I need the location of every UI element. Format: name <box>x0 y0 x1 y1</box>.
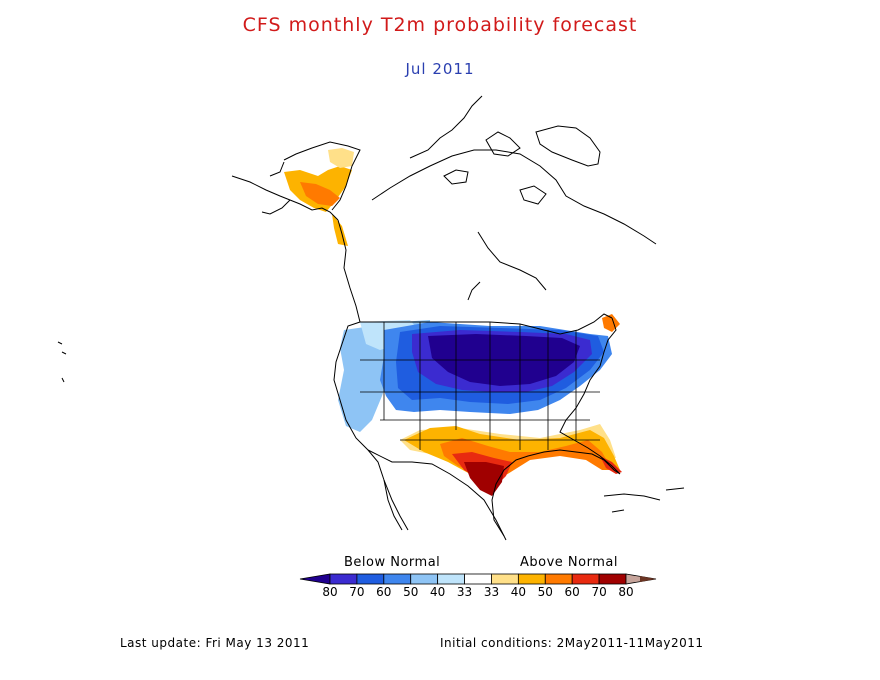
legend-above-normal-label: Above Normal <box>520 555 618 570</box>
legend-swatch-below_33 <box>437 573 465 585</box>
legend-tick: 50 <box>537 585 553 599</box>
legend-swatch-extreme <box>640 576 656 582</box>
probability-shading <box>284 148 622 496</box>
legend-tick: 40 <box>510 585 526 599</box>
legend-tick: 70 <box>591 585 607 599</box>
legend-tick: 60 <box>564 585 580 599</box>
mexico-outline <box>367 449 507 541</box>
legend-swatch-above_60 <box>571 573 600 585</box>
legend-tick: 33 <box>483 585 500 599</box>
legend-colorbar <box>299 573 657 585</box>
alaska-above-50 <box>300 182 340 206</box>
legend-tick: 70 <box>349 585 365 599</box>
legend-swatch-above_50 <box>544 573 573 585</box>
texas-above-70 <box>464 462 504 496</box>
legend-tick: 80 <box>618 585 634 599</box>
legend-swatch-below_80 <box>299 573 331 585</box>
legend-below-normal-label: Below Normal <box>344 555 441 570</box>
map-title: CFS monthly T2m probability forecast <box>242 14 638 36</box>
map-subtitle: Jul 2011 <box>405 60 475 78</box>
maine-above <box>602 314 620 332</box>
greenland-outline <box>535 125 601 167</box>
legend-swatch-below_40 <box>410 573 439 585</box>
alaska-outline <box>231 141 361 221</box>
legend-swatch-normal <box>464 573 492 585</box>
us-canada-border <box>360 313 613 335</box>
last-update-text: Last update: Fri May 13 2011 <box>120 636 310 650</box>
state-lines <box>360 322 600 450</box>
legend-tick: 40 <box>429 585 446 599</box>
legend-tick: 60 <box>376 585 392 599</box>
initial-conditions-text: Initial conditions: 2May2011-11May2011 <box>440 636 704 650</box>
caribbean-outline <box>603 487 685 513</box>
legend-swatch-below_50 <box>383 573 412 585</box>
legend-tick: 33 <box>456 585 473 599</box>
legend-tick: 80 <box>322 585 338 599</box>
land-outlines <box>57 95 685 541</box>
legend-swatch-below_70 <box>329 573 358 585</box>
legend-swatch-above_70 <box>598 573 627 585</box>
alaska-above-33 <box>328 148 354 168</box>
panhandle-above <box>332 214 348 246</box>
arctic-islands-outline <box>409 95 547 205</box>
legend-swatch-above_40 <box>517 573 546 585</box>
pacific-coast-outline <box>333 219 409 531</box>
legend-tick: 50 <box>403 585 419 599</box>
canada-north-outline <box>371 149 657 301</box>
legend-swatch-above_33 <box>491 573 519 585</box>
hawaii-outline <box>57 341 67 383</box>
atlantic-coast-outline <box>491 317 621 537</box>
legend-swatch-below_60 <box>356 573 385 585</box>
